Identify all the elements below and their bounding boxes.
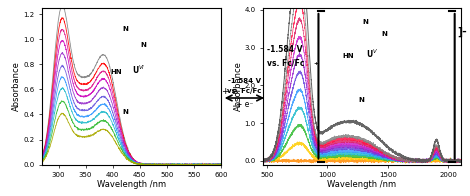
Text: N: N [362, 18, 368, 24]
Text: vs. Fc/Fc: vs. Fc/Fc [267, 59, 305, 68]
Text: + e⁻: + e⁻ [236, 100, 253, 109]
Y-axis label: Absorbance: Absorbance [234, 61, 243, 111]
Text: vs. Fc/Fc: vs. Fc/Fc [227, 88, 262, 94]
Text: N: N [141, 42, 146, 48]
Text: U$^{V}$: U$^{V}$ [366, 48, 378, 60]
Text: -1.584 V: -1.584 V [228, 78, 261, 84]
Y-axis label: Absorbance: Absorbance [12, 61, 21, 111]
Text: +: + [313, 61, 318, 66]
Text: N: N [123, 26, 128, 32]
X-axis label: Wavelength /nm: Wavelength /nm [327, 180, 397, 189]
Text: ]-: ]- [458, 27, 467, 37]
Text: N: N [358, 97, 364, 103]
Text: N: N [382, 31, 387, 37]
Text: + $e^-$: + $e^-$ [220, 86, 245, 96]
Text: N: N [123, 109, 128, 115]
Text: -1.584 V: -1.584 V [267, 45, 303, 54]
X-axis label: Wavelength /nm: Wavelength /nm [97, 180, 166, 189]
Text: HN: HN [110, 69, 122, 75]
Text: HN: HN [342, 53, 354, 59]
Text: U$^{VI}$: U$^{VI}$ [132, 63, 145, 76]
